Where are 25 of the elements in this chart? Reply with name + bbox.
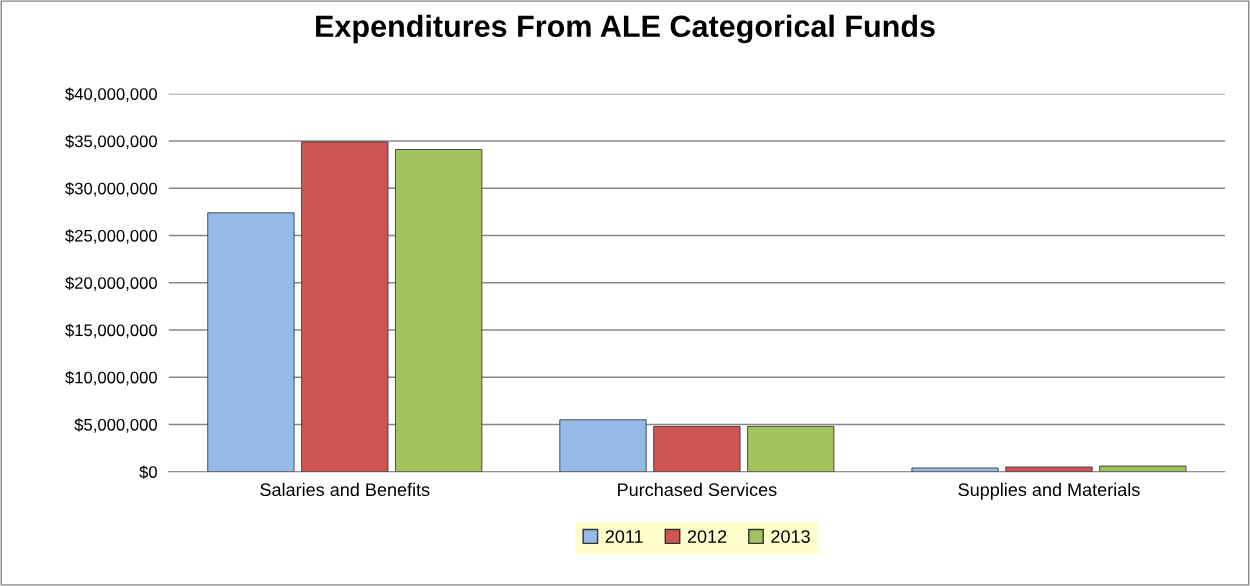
x-tick-label: Purchased Services [618, 482, 777, 497]
bar [559, 419, 647, 472]
x-tick-label: Salaries and Benefits [260, 482, 430, 497]
bar [1005, 466, 1093, 472]
y-tick-label: $10,000,000 [65, 370, 157, 386]
x-tick-label: Supplies and Materials [958, 482, 1140, 500]
y-tick-label: $30,000,000 [65, 181, 157, 197]
legend-label: 2013 [771, 530, 810, 543]
bar [1099, 465, 1187, 472]
bar [301, 141, 389, 472]
chart-title: Expenditures From ALE Categorical Funds [316, 14, 935, 44]
bar [911, 467, 999, 472]
legend-label: 2011 [605, 530, 643, 543]
y-tick-label: $5,000,000 [74, 418, 157, 433]
bar [207, 212, 295, 472]
bar [395, 149, 483, 472]
y-tick-label: $15,000,000 [65, 323, 157, 339]
bar [747, 425, 835, 472]
legend-label: 2012 [687, 530, 727, 543]
y-tick-label: $25,000,000 [65, 229, 157, 244]
y-tick-label: $35,000,000 [65, 134, 157, 150]
y-tick-label: $20,000,000 [65, 276, 157, 291]
y-tick-label: $40,000,000 [65, 87, 157, 102]
y-tick-label: $0 [139, 465, 157, 479]
bar [653, 425, 741, 472]
